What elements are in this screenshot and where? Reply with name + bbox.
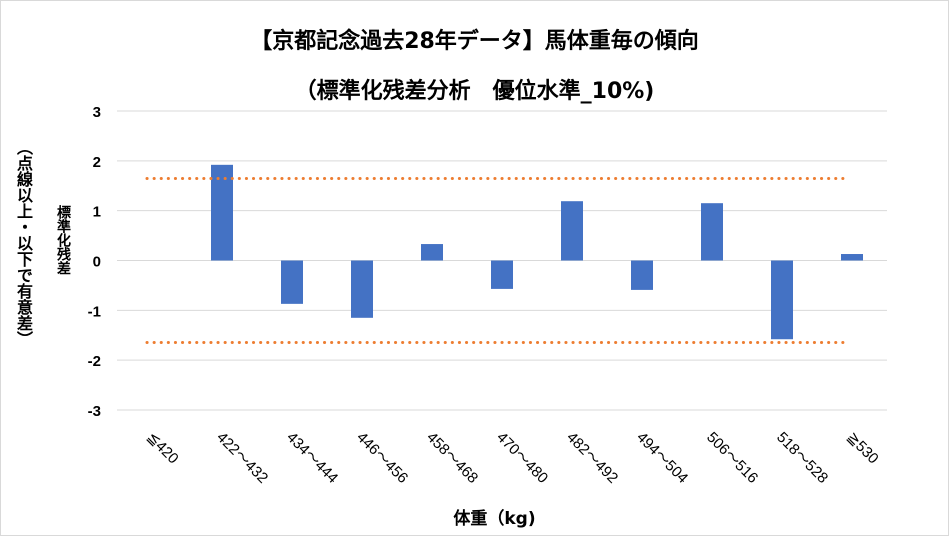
bar [631,260,653,290]
x-tick-label: 482～492 [563,429,621,487]
y-tick-label: 1 [93,204,101,221]
bar [491,260,513,289]
x-tick-label: 518～528 [773,429,831,487]
x-tick-label: 494～504 [633,429,691,487]
x-tick-label: 434～444 [283,429,341,487]
chart-title: 【京都記念過去28年データ】馬体重毎の傾向 [250,29,699,54]
bar [771,260,793,340]
y-axis-label: 標準化残差 [55,205,71,275]
x-tick-label: 458～468 [423,429,481,487]
x-tick-label: 446～456 [353,429,411,487]
bar [841,254,863,261]
bar [351,260,373,318]
chart-subtitle: （標準化残差分析 優位水準_10%) [294,79,655,104]
x-tick-label: 506～516 [703,429,761,487]
y-tick-label: 3 [93,104,101,121]
x-tick-label: ≦420 [143,429,182,468]
bar [561,201,583,261]
x-tick-label: ≧530 [843,429,882,468]
y-tick-label: -3 [88,403,101,420]
y-tick-label: -2 [88,353,101,370]
y-tick-label: -1 [88,303,101,320]
y-tick-label: 0 [93,254,101,271]
y-axis-label-note: （点線以上・以下で有意差） [14,139,33,347]
y-tick-label: 2 [93,154,101,171]
x-axis-label: 体重（kg) [453,509,536,529]
bar [281,260,303,304]
x-tick-label: 470～480 [493,429,551,487]
x-tick-label: 422～432 [213,429,271,487]
bar [211,164,233,261]
bar [421,244,443,261]
bar [701,203,723,261]
